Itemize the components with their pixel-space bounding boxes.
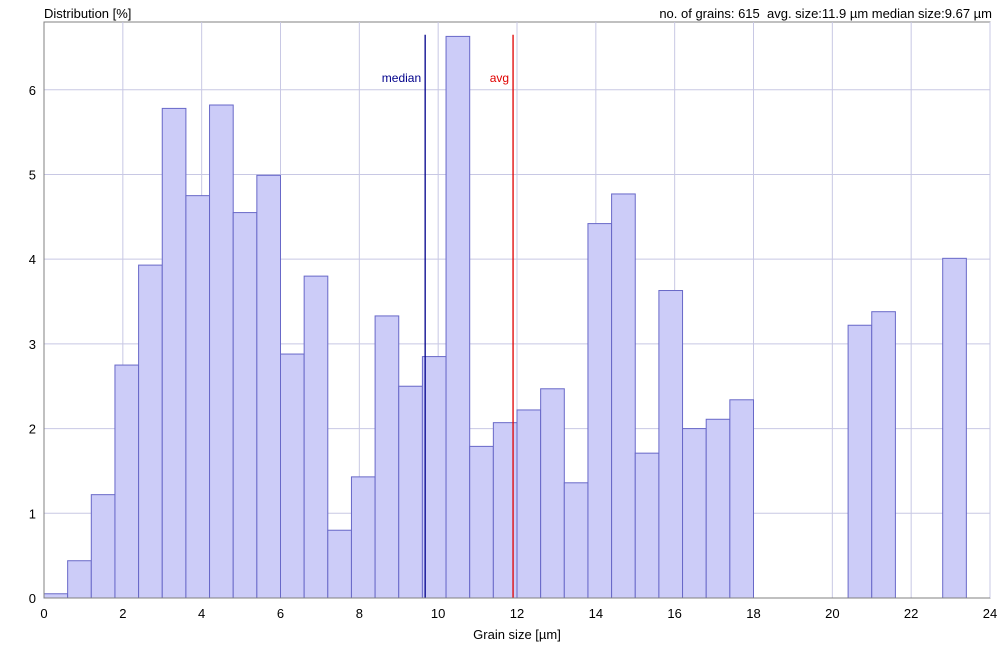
y-axis-title: Distribution [%]: [44, 6, 132, 21]
histogram-bar: [469, 445, 494, 599]
x-tick-label: 12: [510, 606, 524, 621]
median-label: median: [382, 71, 421, 85]
histogram-bar: [303, 275, 329, 599]
histogram-bar: [421, 356, 447, 599]
x-tick-label: 2: [119, 606, 126, 621]
histogram-bar: [232, 212, 258, 599]
histogram-bar: [942, 257, 967, 599]
histogram-bar: [871, 311, 896, 599]
histogram-bar: [256, 174, 282, 599]
y-tick-label: 5: [29, 167, 36, 182]
histogram-bar: [280, 353, 305, 599]
histogram-bar: [611, 193, 636, 599]
avg-label: avg: [490, 71, 509, 85]
grain-statistics: no. of grains: 615 avg. size:11.9 µm med…: [659, 6, 992, 21]
x-tick-label: 14: [589, 606, 603, 621]
histogram-bar: [587, 223, 613, 599]
y-tick-label: 2: [29, 422, 36, 437]
y-tick-label: 0: [29, 591, 36, 606]
histogram-bar: [445, 35, 471, 599]
x-tick-label: 8: [356, 606, 363, 621]
histogram-bar: [634, 452, 660, 599]
histogram-bar: [43, 593, 69, 599]
y-tick-label: 4: [29, 252, 36, 267]
histogram-bar: [847, 324, 873, 599]
histogram-bar: [540, 388, 565, 599]
x-axis-title: Grain size [µm]: [473, 627, 561, 642]
histogram-bar: [658, 290, 684, 599]
x-tick-label: 20: [825, 606, 839, 621]
histogram-bar: [516, 409, 542, 599]
histogram-bar: [90, 494, 116, 599]
histogram-bar: [729, 399, 754, 599]
x-tick-label: 22: [904, 606, 918, 621]
x-tick-label: 18: [746, 606, 760, 621]
histogram-bar: [398, 385, 423, 599]
x-tick-label: 24: [983, 606, 997, 621]
y-tick-label: 6: [29, 83, 36, 98]
histogram-bar: [209, 104, 234, 599]
histogram-bar: [374, 315, 400, 599]
histogram-bar: [67, 560, 92, 599]
x-tick-label: 10: [431, 606, 445, 621]
histogram-bar: [327, 529, 352, 599]
histogram-bar: [705, 418, 731, 599]
histogram-bar: [350, 476, 376, 599]
x-tick-label: 16: [667, 606, 681, 621]
histogram-bar: [682, 428, 707, 599]
y-tick-label: 1: [29, 506, 36, 521]
y-tick-label: 3: [29, 337, 36, 352]
histogram-bar: [138, 264, 163, 599]
x-tick-label: 6: [277, 606, 284, 621]
x-tick-label: 4: [198, 606, 205, 621]
histogram-bar: [114, 364, 140, 599]
x-tick-label: 0: [40, 606, 47, 621]
histogram-bar: [161, 107, 187, 599]
histogram-bar: [185, 195, 211, 599]
histogram-bar: [563, 482, 589, 599]
